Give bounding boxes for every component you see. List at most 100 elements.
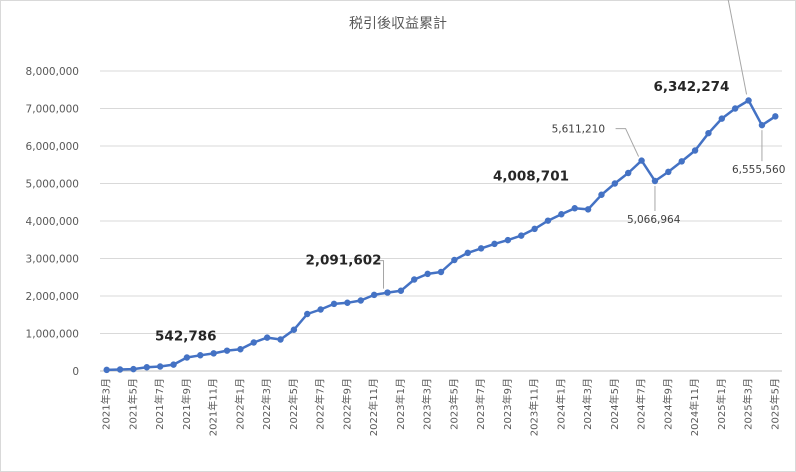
leader-line <box>727 0 748 95</box>
x-tick-label: 2024年1月 <box>554 378 567 430</box>
data-point <box>263 334 271 341</box>
data-point <box>156 363 164 370</box>
data-point <box>718 115 726 122</box>
data-point <box>411 276 418 283</box>
x-tick-label: 2021年9月 <box>180 378 193 430</box>
data-point <box>678 158 685 165</box>
y-tick-label: 2,000,000 <box>26 291 79 303</box>
data-point <box>625 169 632 177</box>
data-point <box>571 205 578 212</box>
data-point <box>464 249 471 257</box>
y-axis-ticks: 0 1,000,000 2,000,000 3,000,000 4,000,000 5,0… <box>26 66 79 378</box>
data-point <box>344 299 351 306</box>
data-point <box>745 97 752 104</box>
data-point <box>130 365 137 373</box>
y-tick-label: 8,000,000 <box>26 66 79 78</box>
data-point <box>103 366 110 374</box>
data-label: 5,611,210 <box>552 124 605 136</box>
y-tick-label: 0 <box>72 366 79 378</box>
data-point <box>116 366 124 373</box>
data-point <box>638 157 645 164</box>
data-point <box>691 147 699 154</box>
data-point <box>424 270 431 278</box>
y-tick-label: 4,000,000 <box>26 216 79 228</box>
x-tick-label: 2022年9月 <box>340 378 353 430</box>
data-label: 5,066,964 <box>627 214 681 226</box>
data-point <box>197 352 204 359</box>
data-point <box>384 289 391 296</box>
data-point <box>758 121 766 129</box>
x-tick-label: 2023年1月 <box>394 378 407 430</box>
data-point <box>731 105 739 112</box>
x-tick-label: 2022年3月 <box>260 378 273 430</box>
x-tick-label: 2024年11月 <box>688 378 701 436</box>
x-tick-label: 2022年11月 <box>367 378 380 436</box>
data-point <box>504 236 512 244</box>
x-tick-label: 2023年5月 <box>447 378 460 430</box>
x-tick-label: 2023年3月 <box>421 378 434 430</box>
data-point <box>370 291 378 299</box>
data-point <box>170 361 177 368</box>
x-tick-label: 2023年11月 <box>528 378 541 436</box>
y-tick-label: 1,000,000 <box>26 329 79 341</box>
data-point <box>237 346 244 353</box>
data-point <box>611 180 619 187</box>
leader-line <box>615 128 640 157</box>
data-point <box>210 350 217 357</box>
data-point <box>558 211 565 218</box>
x-tick-label: 2022年1月 <box>233 378 246 430</box>
gridlines <box>100 70 782 372</box>
data-point <box>397 287 405 294</box>
data-point <box>665 168 672 176</box>
data-point <box>544 217 552 224</box>
leader-line <box>375 260 385 289</box>
data-point <box>491 240 498 248</box>
data-point <box>651 177 659 185</box>
data-label: 2,091,602 <box>306 253 382 269</box>
data-annotations: 542,786 2,091,602 4,008,701 5,611,210 5,066,… <box>155 0 785 345</box>
data-point <box>772 113 779 120</box>
data-point <box>277 336 284 343</box>
data-point <box>183 354 191 361</box>
data-point <box>317 306 324 313</box>
data-point <box>304 310 311 318</box>
data-label: 6,342,274 <box>653 79 729 95</box>
data-label: 4,008,701 <box>493 169 569 185</box>
x-tick-label: 2023年9月 <box>501 378 514 430</box>
x-tick-label: 2022年5月 <box>287 378 300 430</box>
data-label: 6,555,560 <box>732 164 785 176</box>
x-tick-label: 2023年7月 <box>474 378 487 430</box>
x-tick-label: 2025年1月 <box>715 378 728 430</box>
y-tick-label: 5,000,000 <box>26 179 79 191</box>
data-point <box>705 129 712 137</box>
data-point <box>584 206 592 213</box>
x-tick-label: 2025年3月 <box>742 378 755 430</box>
data-point <box>531 225 538 233</box>
y-tick-label: 6,000,000 <box>26 141 79 153</box>
data-point <box>437 268 445 276</box>
y-tick-label: 7,000,000 <box>26 104 79 116</box>
x-tick-label: 2024年7月 <box>635 378 648 430</box>
x-tick-label: 2021年3月 <box>100 378 113 430</box>
y-tick-label: 3,000,000 <box>26 254 79 266</box>
x-tick-label: 2021年7月 <box>153 378 166 430</box>
data-label: 542,786 <box>155 329 217 345</box>
x-tick-label: 2021年5月 <box>126 378 139 430</box>
x-tick-label: 2025年5月 <box>768 378 781 430</box>
x-tick-label: 2024年5月 <box>608 378 621 430</box>
data-point <box>143 364 151 371</box>
x-axis-ticks: 2021年3月 2021年5月 2021年7月 2021年9月 2021年11月 2022… <box>100 378 782 436</box>
data-points <box>103 97 779 374</box>
data-point <box>451 256 458 264</box>
data-point <box>518 232 525 239</box>
chart-title: 税引後収益累計 <box>349 16 447 32</box>
x-tick-label: 2024年3月 <box>581 378 594 430</box>
data-point <box>477 245 485 252</box>
x-tick-label: 2024年9月 <box>661 378 674 430</box>
x-tick-label: 2022年7月 <box>314 378 327 430</box>
data-point <box>290 326 298 333</box>
data-point <box>598 191 605 198</box>
